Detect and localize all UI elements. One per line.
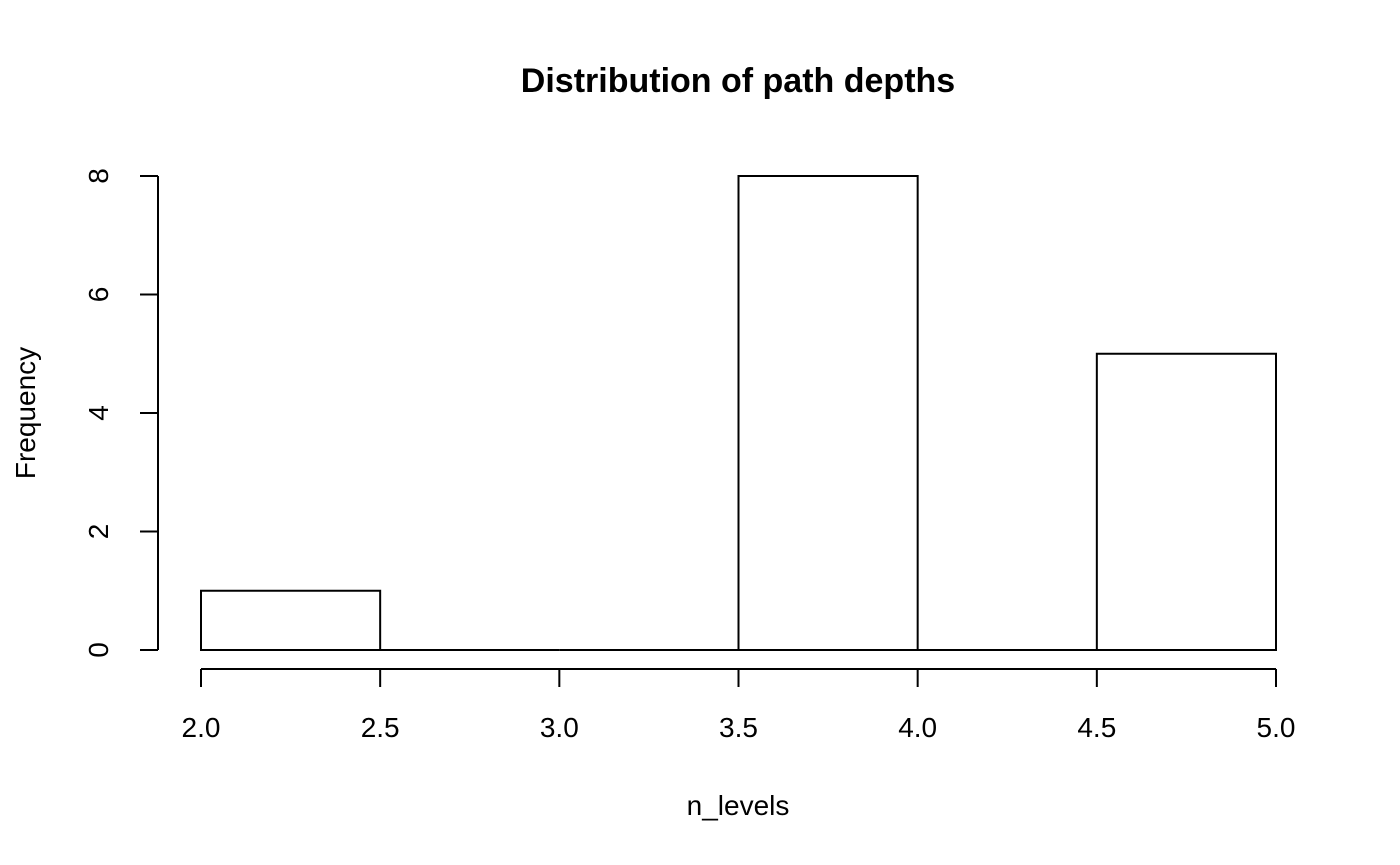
y-axis-label: Frequency (10, 347, 41, 479)
x-axis-label: n_levels (687, 790, 790, 821)
histogram-bar-5 (1095, 352, 1278, 651)
histogram-bar-3 (737, 175, 919, 651)
y-tick-label-4: 8 (83, 168, 114, 184)
x-tick-label-1: 2.5 (361, 712, 400, 743)
x-axis: 2.0 2.5 3.0 3.5 4.0 4.5 5.0 (182, 668, 1296, 743)
x-tick-label-5: 4.5 (1077, 712, 1116, 743)
histogram-bar-0 (200, 589, 382, 651)
y-tick-label-0: 0 (83, 642, 114, 658)
y-tick-label-3: 6 (83, 287, 114, 303)
x-tick-label-4: 4.0 (898, 712, 937, 743)
y-tick-label-2: 4 (83, 405, 114, 421)
y-axis: 0 2 4 6 8 (83, 168, 159, 658)
y-tick-label-1: 2 (83, 524, 114, 540)
x-tick-label-6: 5.0 (1257, 712, 1296, 743)
x-tick-label-2: 3.0 (540, 712, 579, 743)
bars (200, 175, 1278, 651)
x-tick-label-0: 2.0 (182, 712, 221, 743)
chart-title: Distribution of path depths (521, 62, 955, 100)
x-tick-label-3: 3.5 (719, 712, 758, 743)
